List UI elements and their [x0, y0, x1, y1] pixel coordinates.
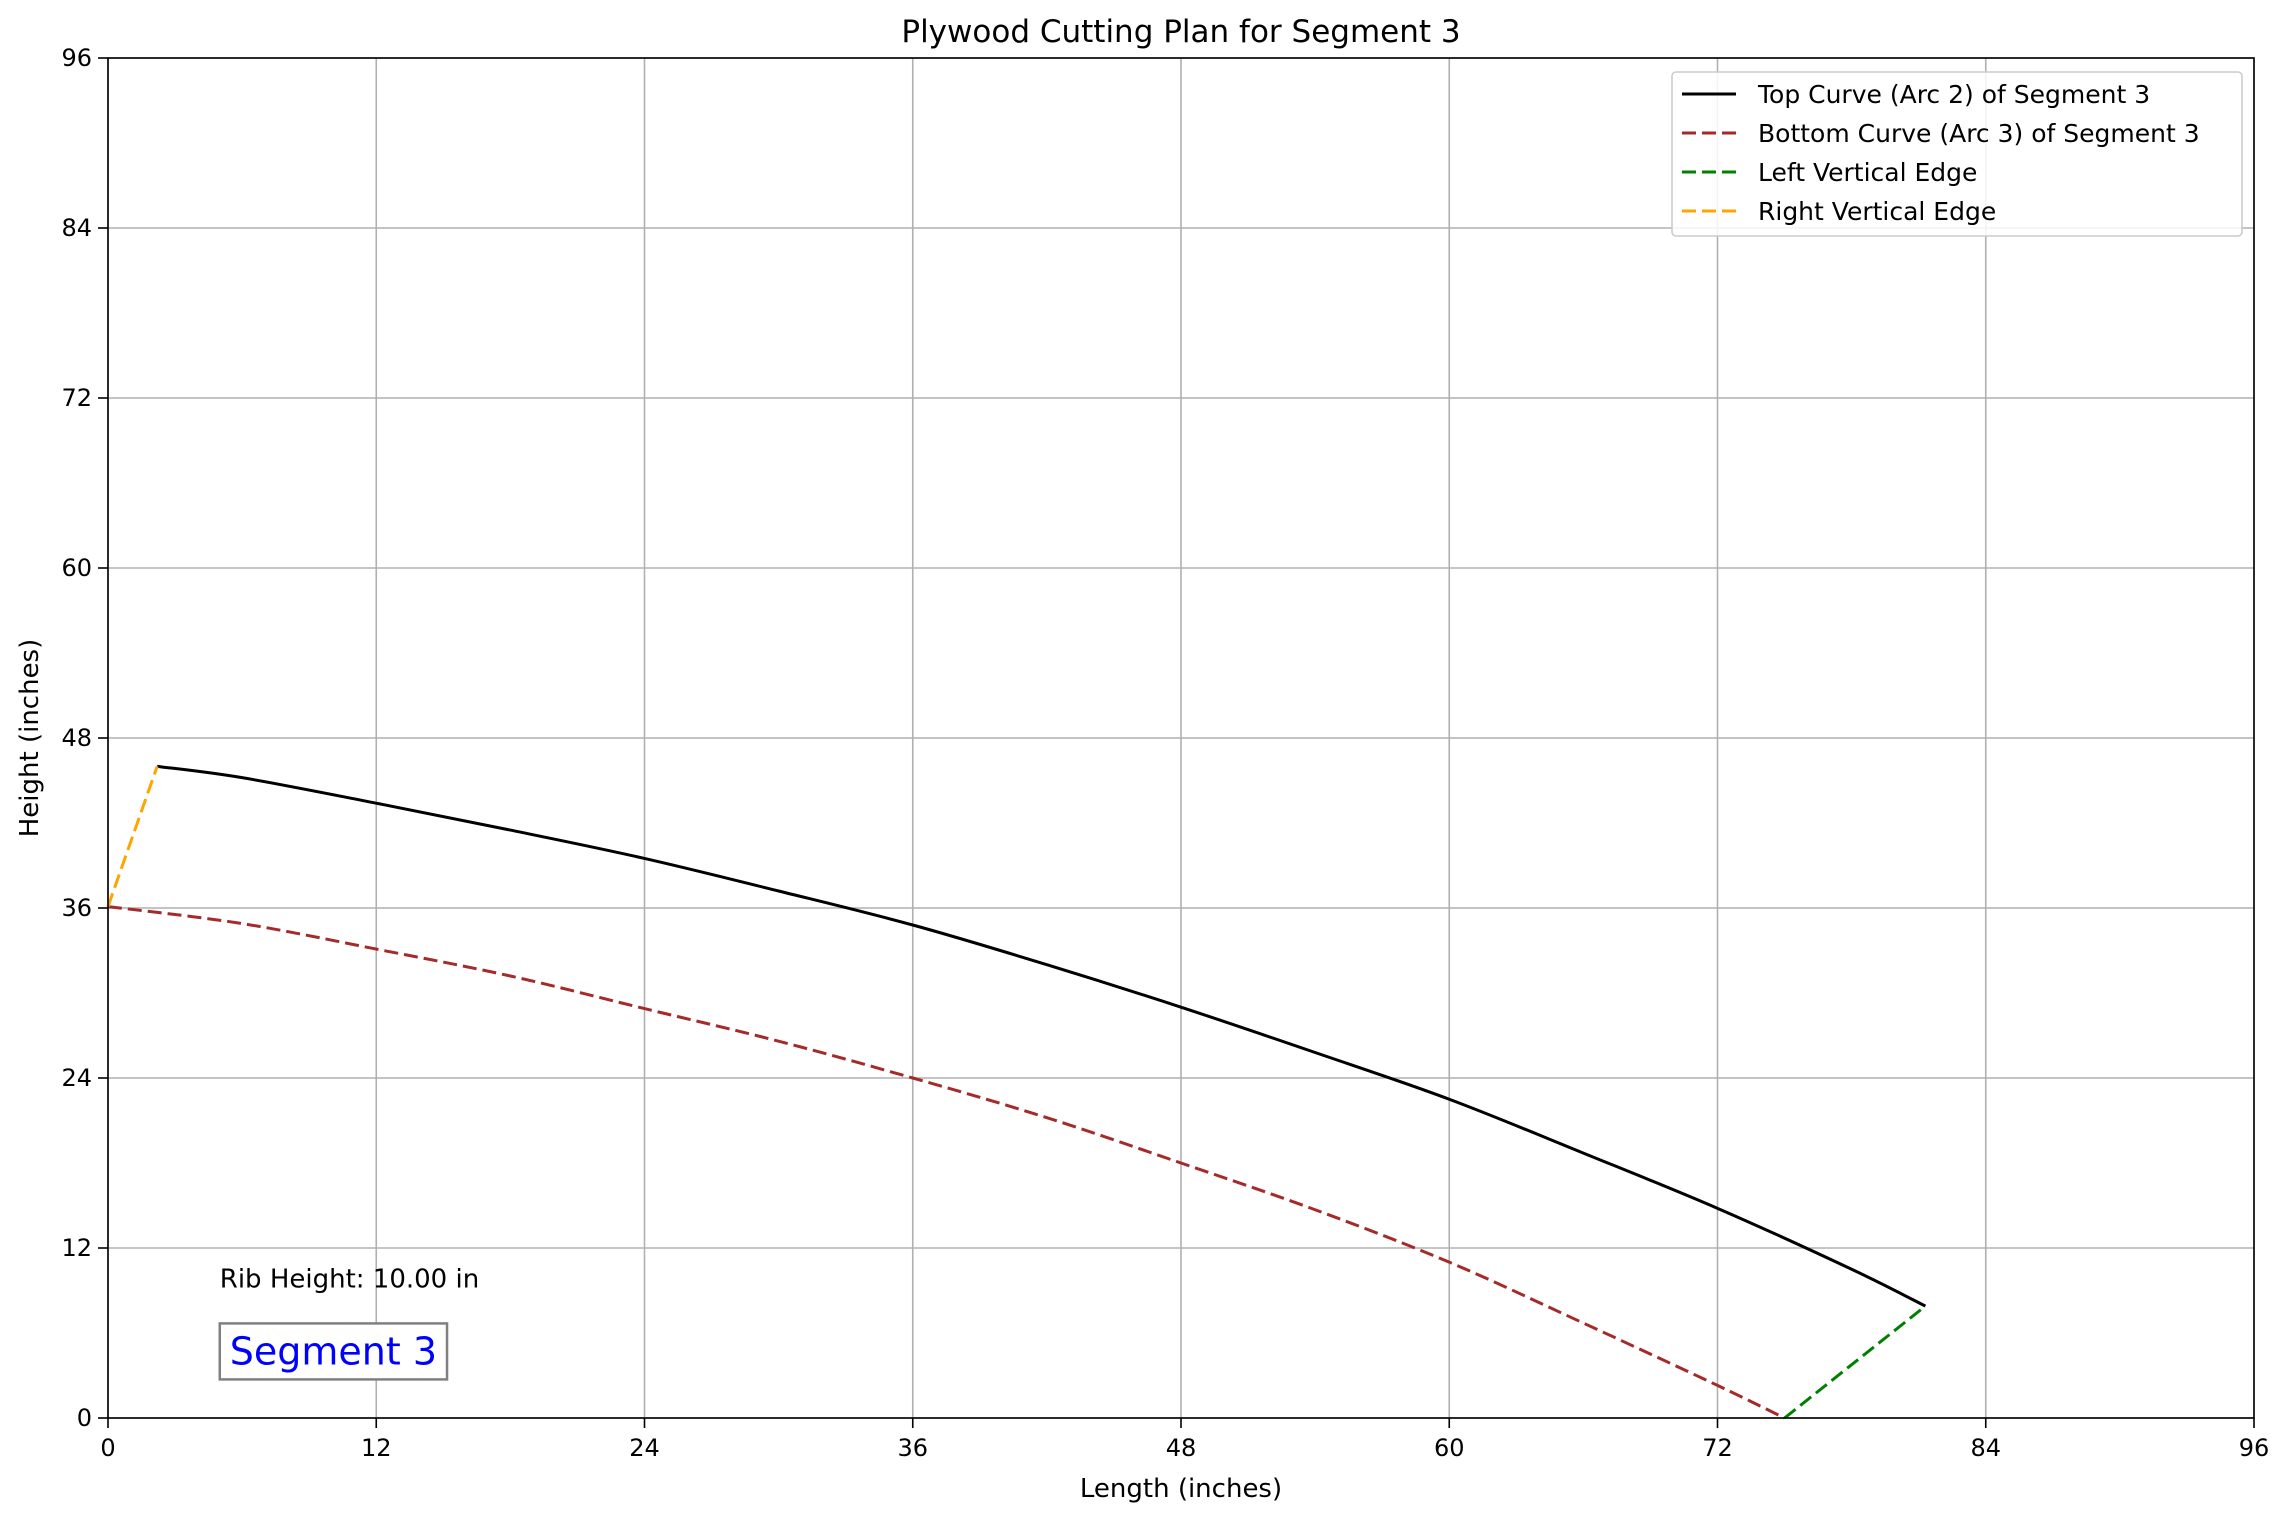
plot-series: [106, 764, 1927, 1420]
x-tick-label: 36: [897, 1434, 928, 1462]
segment-label: Segment 3: [230, 1329, 437, 1373]
y-tick-label: 36: [61, 894, 92, 922]
series-line-right-vertical-edge: [106, 765, 159, 908]
legend-entry: Bottom Curve (Arc 3) of Segment 3: [1758, 119, 2200, 148]
x-tick-label: 12: [361, 1434, 392, 1462]
series-line-bottom-curve-arc-3-of-segment-3: [107, 905, 1786, 1420]
y-tick-label: 84: [61, 214, 92, 242]
x-tick-label: 72: [1702, 1434, 1733, 1462]
legend-entry: Top Curve (Arc 2) of Segment 3: [1757, 80, 2150, 109]
x-axis-label: Length (inches): [1080, 1474, 1282, 1504]
y-tick-label: 72: [61, 384, 92, 412]
axis-ticks: 0 12 24 36 48 60 72 84 96 0 12 24 36 48 60 72 84 96: [61, 44, 2269, 1462]
annotations: Rib Height: 10.00 in Segment 3: [218, 1265, 479, 1381]
y-tick-label: 0: [77, 1404, 92, 1432]
y-tick-label: 48: [61, 724, 92, 752]
legend: Top Curve (Arc 2) of Segment 3 Bottom Cur…: [1671, 71, 2243, 237]
x-tick-label: 24: [629, 1434, 660, 1462]
y-tick-label: 12: [61, 1234, 92, 1262]
segment-label-box: [218, 1322, 449, 1381]
legend-entry: Left Vertical Edge: [1758, 158, 1977, 187]
legend-box: [1671, 71, 2243, 237]
x-tick-label: 84: [1970, 1434, 2001, 1462]
y-tick-label: 96: [61, 44, 92, 72]
y-tick-label: 60: [61, 554, 92, 582]
series-line-top-curve-arc-2-of-segment-3: [156, 764, 1927, 1308]
chart-title: Plywood Cutting Plan for Segment 3: [901, 14, 1460, 50]
series-line-left-vertical-edge: [1783, 1304, 1927, 1420]
rib-height-annotation: Rib Height: 10.00 in: [220, 1265, 479, 1295]
x-tick-label: 96: [2239, 1434, 2270, 1462]
y-tick-label: 24: [61, 1064, 92, 1092]
y-axis-label: Height (inches): [15, 639, 45, 838]
legend-entry: Right Vertical Edge: [1758, 197, 1996, 226]
x-tick-label: 60: [1434, 1434, 1465, 1462]
x-tick-label: 48: [1166, 1434, 1197, 1462]
x-tick-label: 0: [100, 1434, 115, 1462]
